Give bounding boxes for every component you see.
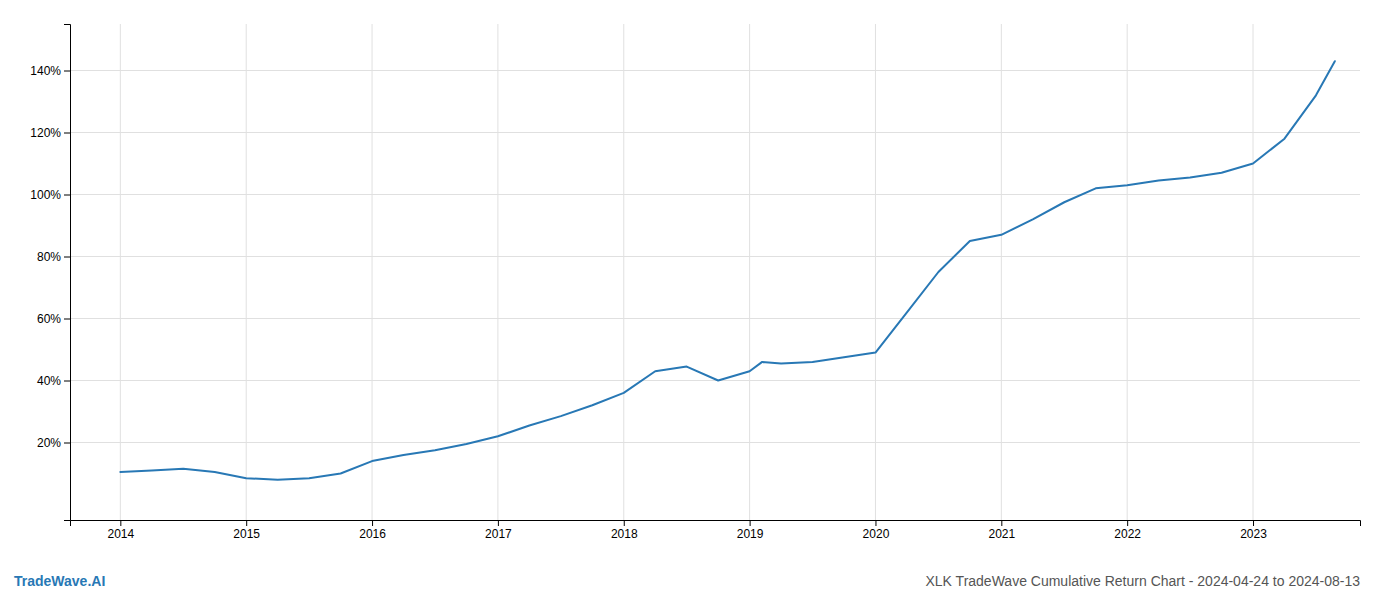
- tick-label: 2016: [359, 527, 386, 541]
- tick-label: 2018: [611, 527, 638, 541]
- chart: 2014 2015 2016 2017 2018 2019 2020 2021 2022 2023…: [0, 0, 1400, 600]
- tick-label: 2019: [737, 527, 764, 541]
- grid: [70, 24, 1360, 520]
- grid-line-x: [875, 24, 876, 520]
- watermark: TradeWave.AI: [14, 573, 105, 589]
- tick: 2015: [233, 520, 260, 541]
- grid-line-x: [749, 24, 750, 520]
- tick-mark: [64, 71, 70, 72]
- tick-mark: [64, 381, 70, 382]
- tick-mark: [875, 520, 876, 526]
- grid-line-x: [1253, 24, 1254, 520]
- grid-line-y: [70, 442, 1360, 443]
- grid-line-x: [246, 24, 247, 520]
- tick: 2016: [359, 520, 386, 541]
- x-axis: 2014 2015 2016 2017 2018 2019 2020 2021 2022 2023: [71, 520, 1361, 541]
- tick-mark: [64, 319, 70, 320]
- data-line: [120, 61, 1334, 480]
- grid-line-x: [120, 24, 121, 520]
- grid-line-x: [372, 24, 373, 520]
- tick: 2018: [611, 520, 638, 541]
- grid-line-y: [70, 194, 1360, 195]
- plot-area: [120, 61, 1334, 480]
- tick: 100%: [30, 188, 70, 202]
- tick-label: 2017: [485, 527, 512, 541]
- tick-label: 2020: [863, 527, 890, 541]
- tick: 2020: [863, 520, 890, 541]
- tick-mark: [498, 520, 499, 526]
- grid-line-y: [70, 256, 1360, 257]
- tick: 40%: [37, 374, 70, 388]
- tick-label: 20%: [37, 436, 61, 450]
- tick-mark: [64, 443, 70, 444]
- tick-mark: [1253, 520, 1254, 526]
- tick: 80%: [37, 250, 70, 264]
- tick-label: 2015: [233, 527, 260, 541]
- axis-line: [64, 25, 71, 521]
- grid-line-y: [70, 70, 1360, 71]
- tick: 2021: [988, 520, 1015, 541]
- tick-label: 60%: [37, 312, 61, 326]
- axis-line: [71, 521, 1361, 527]
- grid-line-x: [623, 24, 624, 520]
- tick-mark: [1127, 520, 1128, 526]
- tick: 2014: [107, 520, 134, 541]
- tick-mark: [246, 520, 247, 526]
- tick: 2017: [485, 520, 512, 541]
- tick-mark: [372, 520, 373, 526]
- tick-mark: [64, 257, 70, 258]
- tick-mark: [750, 520, 751, 526]
- tick: 20%: [37, 436, 70, 450]
- tick-label: 100%: [30, 188, 61, 202]
- tick: 60%: [37, 312, 70, 326]
- tick-label: 2022: [1114, 527, 1141, 541]
- tick-mark: [64, 133, 70, 134]
- tick: 140%: [30, 64, 70, 78]
- y-axis: 20% 40% 60% 80% 100% 120% 140%: [30, 25, 70, 521]
- tick-mark: [120, 520, 121, 526]
- tick-mark: [1001, 520, 1002, 526]
- grid-line-x: [1001, 24, 1002, 520]
- tick: 2019: [737, 520, 764, 541]
- grid-line-y: [70, 318, 1360, 319]
- tick-label: 120%: [30, 126, 61, 140]
- grid-line-y: [70, 132, 1360, 133]
- tick-label: 2021: [988, 527, 1015, 541]
- tick-mark: [624, 520, 625, 526]
- tick-label: 140%: [30, 64, 61, 78]
- grid-line-x: [497, 24, 498, 520]
- tick-label: 2023: [1240, 527, 1267, 541]
- tick: 2022: [1114, 520, 1141, 541]
- chart-title: XLK TradeWave Cumulative Return Chart - …: [926, 573, 1361, 589]
- tick-mark: [64, 195, 70, 196]
- grid-line-x: [1127, 24, 1128, 520]
- tick: 2023: [1240, 520, 1267, 541]
- tick-label: 40%: [37, 374, 61, 388]
- tick-label: 80%: [37, 250, 61, 264]
- tick: 120%: [30, 126, 70, 140]
- tick-label: 2014: [107, 527, 134, 541]
